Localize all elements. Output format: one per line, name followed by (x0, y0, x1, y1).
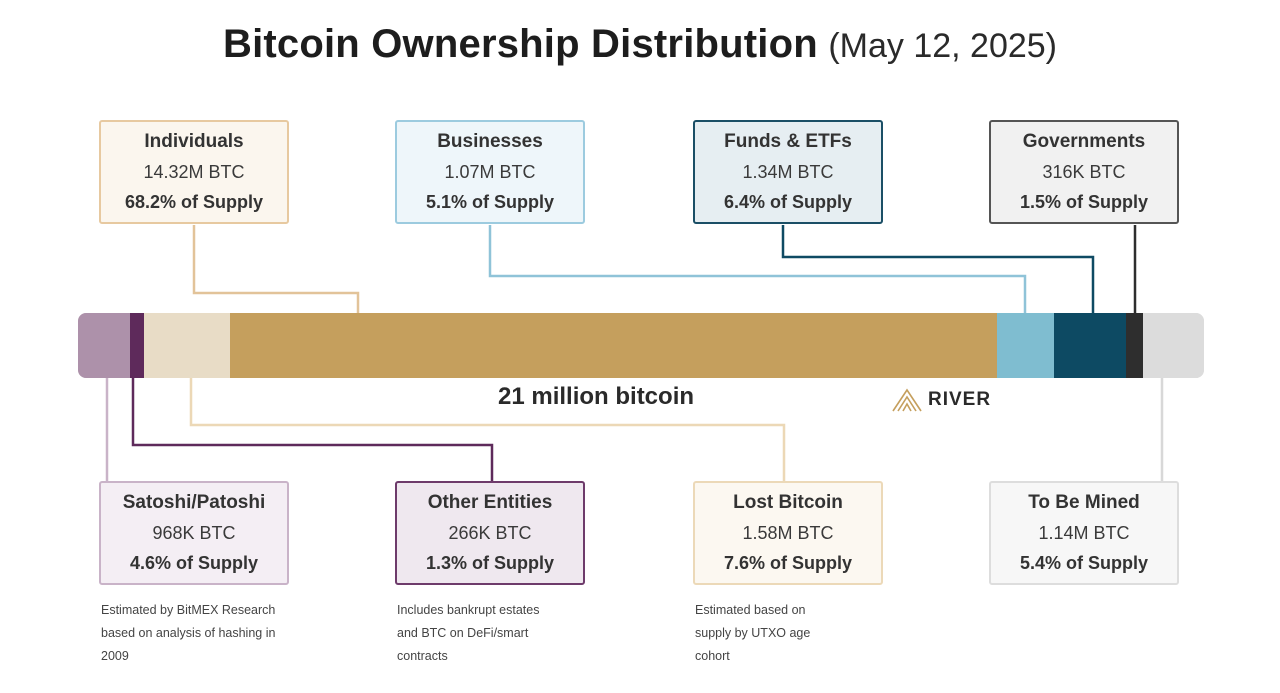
category-btc: 1.34M BTC (742, 162, 834, 182)
title-date: (May 12, 2025) (828, 27, 1057, 65)
note-other: Includes bankrupt estates and BTC on DeF… (397, 603, 540, 663)
category-pct: 4.6% of Supply (129, 553, 259, 573)
note-satoshi: Estimated by BitMEX Research based on an… (101, 603, 276, 663)
bar-segment-to-be-mined (1143, 313, 1204, 378)
category-pct: 1.5% of Supply (1019, 192, 1149, 212)
category-btc: 14.32M BTC (143, 162, 245, 182)
category-pct: 1.3% of Supply (425, 553, 555, 573)
bar-segment-lost-bitcoin (144, 313, 230, 378)
bar-segment-satoshi-patoshi (78, 313, 130, 378)
connector-lost (189, 378, 786, 481)
title-main: Bitcoin Ownership Distribution (222, 22, 818, 66)
bar-segment-governments (1126, 313, 1144, 378)
river-chevron-logo-icon (892, 388, 922, 412)
category-box-businesses: Businesses 1.07M BTC 5.1% of Supply (395, 120, 585, 224)
category-pct: 7.6% of Supply (723, 553, 853, 573)
category-pct: 5.1% of Supply (425, 192, 555, 212)
category-label: Businesses (437, 131, 543, 152)
category-label: Other Entities (427, 492, 553, 513)
category-btc: 1.58M BTC (742, 523, 834, 543)
category-pct: 6.4% of Supply (723, 192, 853, 212)
connector-funds (781, 225, 1095, 313)
bar-segment-funds-etfs (1054, 313, 1127, 378)
category-label: Funds & ETFs (724, 131, 852, 152)
category-label: To Be Mined (1028, 492, 1140, 513)
category-pct: 5.4% of Supply (1019, 553, 1149, 573)
category-label: Satoshi/Patoshi (122, 492, 266, 513)
category-box-satoshi: Satoshi/Patoshi 968K BTC 4.6% of Supply (99, 481, 289, 585)
page-title: Bitcoin Ownership Distribution (May 12, … (0, 22, 1280, 67)
brand: RIVER (892, 388, 991, 412)
category-btc: 1.07M BTC (444, 162, 536, 182)
category-btc: 968K BTC (152, 523, 236, 543)
category-box-funds: Funds & ETFs 1.34M BTC 6.4% of Supply (693, 120, 883, 224)
category-btc: 266K BTC (448, 523, 532, 543)
connector-businesses (488, 225, 1027, 313)
category-btc: 1.14M BTC (1038, 523, 1130, 543)
bar-segment-other-entities (129, 313, 145, 378)
category-box-lost: Lost Bitcoin 1.58M BTC 7.6% of Supply (693, 481, 883, 585)
bar-segment-businesses (996, 313, 1055, 378)
brand-name: RIVER (928, 389, 992, 410)
bar-segment-individuals (229, 313, 997, 378)
category-box-individuals: Individuals 14.32M BTC 68.2% of Supply (99, 120, 289, 224)
category-box-governments: Governments 316K BTC 1.5% of Supply (989, 120, 1179, 224)
connector-individuals (192, 225, 360, 313)
connector-other (131, 378, 494, 481)
category-label: Governments (1022, 131, 1146, 152)
category-label: Lost Bitcoin (733, 492, 843, 513)
bar-caption: 21 million bitcoin (498, 383, 695, 410)
supply-bar (78, 313, 1204, 378)
category-box-other: Other Entities 266K BTC 1.3% of Supply (395, 481, 585, 585)
category-label: Individuals (144, 131, 244, 152)
category-pct: 68.2% of Supply (124, 192, 264, 212)
note-lost: Estimated based on supply by UTXO age co… (695, 603, 811, 663)
category-box-to-be-mined: To Be Mined 1.14M BTC 5.4% of Supply (989, 481, 1179, 585)
category-btc: 316K BTC (1042, 162, 1126, 182)
